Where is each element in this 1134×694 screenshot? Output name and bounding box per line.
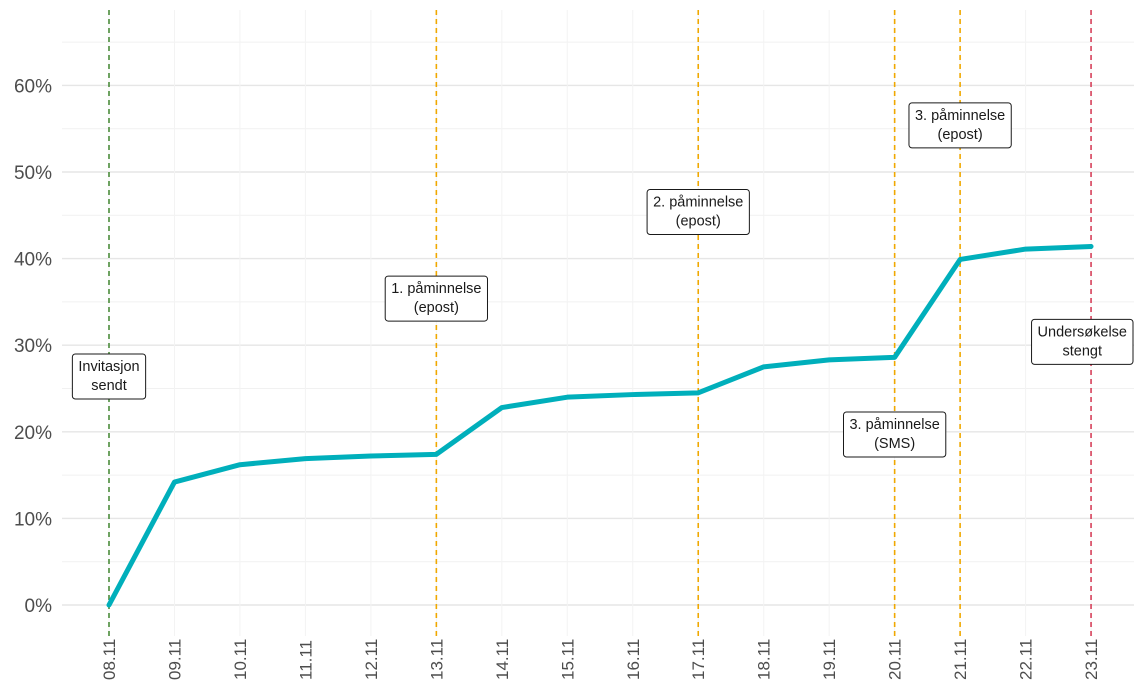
y-tick-label: 60% [14,76,52,97]
annotation-text: (epost) [414,300,459,316]
y-tick-label: 30% [14,336,52,357]
y-tick-label: 10% [14,509,52,530]
annotation-text: 3. påminnelse [915,108,1005,124]
x-tick-label: 22.11 [1017,639,1036,680]
x-tick-label: 09.11 [165,639,184,680]
annotation-text: stengt [1063,343,1103,359]
x-tick-label: 12.11 [362,639,381,680]
y-axis: 0% 10% 20% 30% 40% 50% 60% [14,76,52,617]
x-tick-label: 23.11 [1082,639,1101,680]
annotation-text: 3. påminnelse [849,417,939,433]
annotation-text: (epost) [676,213,721,229]
annotation-text: sendt [91,378,126,394]
x-tick-label: 10.11 [231,639,250,680]
annotation-label: 3. påminnelse (SMS) [843,412,945,457]
x-tick-label: 14.11 [493,639,512,680]
x-tick-label: 17.11 [689,639,708,680]
annotation-label: Undersøkelse stengt [1032,319,1133,364]
x-tick-label: 18.11 [755,639,774,680]
x-tick-label: 16.11 [624,639,643,680]
annotation-text: 1. påminnelse [391,281,481,297]
x-tick-label: 11.11 [296,640,315,680]
annotation-text: Undersøkelse [1038,324,1127,340]
x-tick-label: 08.11 [100,639,119,680]
x-tick-label: 21.11 [951,639,970,680]
x-tick-label: 20.11 [886,639,905,680]
x-axis: 08.11 09.11 10.11 11.11 12.11 13.11 14.11 15.11… [100,639,1101,680]
x-tick-label: 19.11 [820,639,839,680]
y-tick-label: 20% [14,423,52,444]
annotation-text: Invitasjon [78,359,139,375]
annotation-text: (SMS) [874,436,915,452]
y-tick-label: 40% [14,250,52,271]
y-tick-label: 50% [14,163,52,184]
x-tick-label: 15.11 [558,639,577,680]
x-tick-label: 13.11 [427,639,446,680]
annotation-label: 2. påminnelse (epost) [647,189,749,234]
annotation-label: 1. påminnelse (epost) [385,276,487,321]
annotation-text: (epost) [938,127,983,143]
annotation-label: Invitasjon sendt [72,354,145,399]
y-tick-label: 0% [25,596,53,617]
annotation-label: 3. påminnelse (epost) [909,103,1011,148]
annotation-text: 2. påminnelse [653,194,743,210]
